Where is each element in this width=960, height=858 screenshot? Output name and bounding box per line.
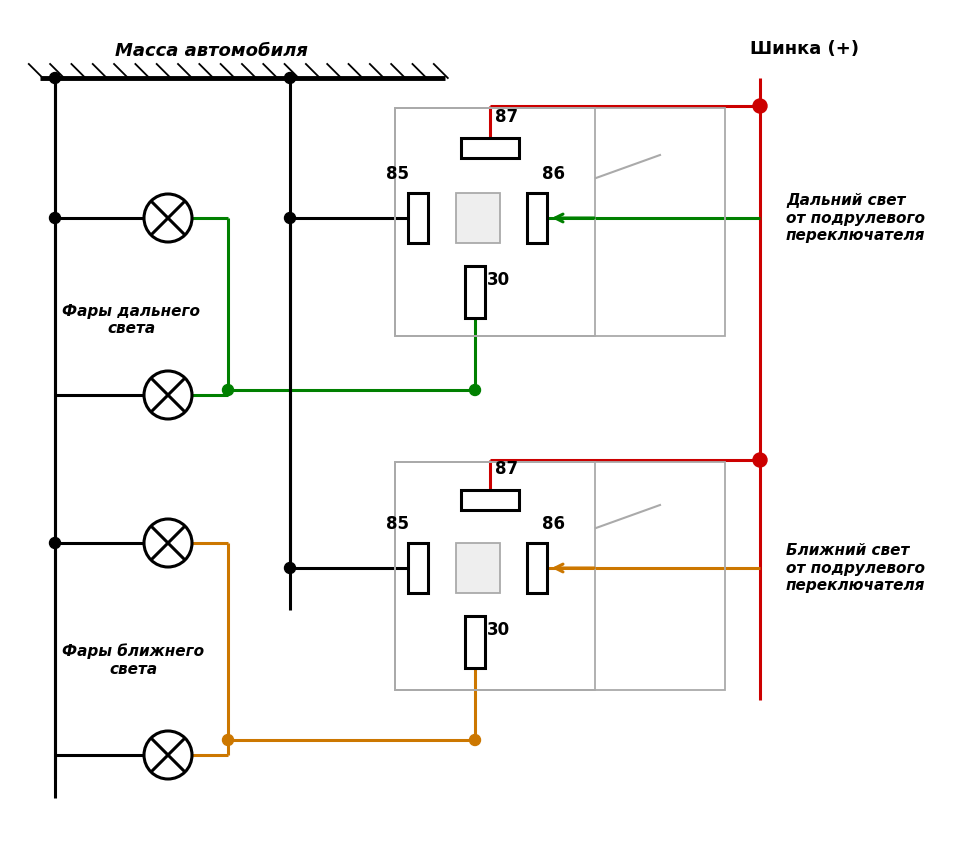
Circle shape [223,734,233,746]
Text: Фары ближнего
света: Фары ближнего света [62,644,204,677]
Circle shape [469,734,481,746]
Bar [456,543,500,593]
Circle shape [284,213,296,223]
Text: Дальний свет
от подрулевого
переключателя: Дальний свет от подрулевого переключател… [786,193,925,243]
Bar [465,266,485,318]
Circle shape [753,453,767,467]
Text: 30: 30 [487,271,510,289]
Circle shape [50,213,60,223]
Bar [408,543,428,593]
Bar [395,462,725,690]
Text: Масса автомобиля: Масса автомобиля [115,42,308,60]
Text: 87: 87 [495,108,518,126]
Text: Ближний свет
от подрулевого
переключателя: Ближний свет от подрулевого переключател… [786,543,925,593]
Circle shape [284,563,296,573]
Bar [456,193,500,243]
Text: Шинка (+): Шинка (+) [750,40,859,58]
Bar [527,193,547,243]
Bar [395,108,725,336]
Bar [461,490,519,510]
Text: 30: 30 [487,621,510,639]
Text: 87: 87 [495,460,518,478]
Bar [527,543,547,593]
Text: 86: 86 [542,165,565,183]
Text: 85: 85 [386,165,409,183]
Bar [408,193,428,243]
Bar [395,462,595,690]
Text: 85: 85 [386,515,409,533]
Circle shape [753,99,767,113]
Text: 86: 86 [542,515,565,533]
Bar [461,138,519,158]
Text: Фары дальнего
света: Фары дальнего света [62,304,200,336]
Circle shape [284,72,296,83]
Circle shape [469,384,481,396]
Bar [465,616,485,668]
Bar [395,108,595,336]
Circle shape [50,72,60,83]
Circle shape [50,537,60,548]
Circle shape [223,384,233,396]
